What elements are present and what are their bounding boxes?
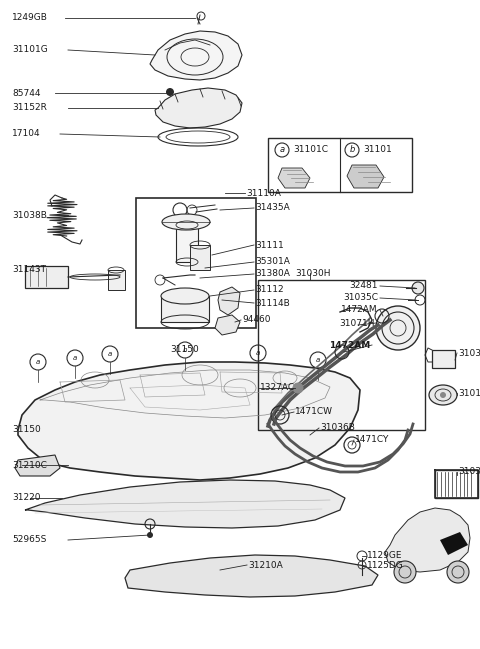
Bar <box>258 280 425 430</box>
Text: 31114B: 31114B <box>255 299 290 308</box>
Text: 31071H: 31071H <box>339 319 375 328</box>
Text: 1125DG: 1125DG <box>367 561 404 570</box>
Bar <box>108 270 125 290</box>
Text: 31110A: 31110A <box>246 188 281 197</box>
Bar <box>268 138 412 192</box>
Text: a: a <box>316 357 320 363</box>
Text: 31035C: 31035C <box>343 293 378 302</box>
Text: b: b <box>183 347 187 353</box>
Circle shape <box>293 383 303 393</box>
Text: 31150: 31150 <box>12 426 41 434</box>
Ellipse shape <box>161 288 209 304</box>
Circle shape <box>412 282 424 294</box>
Text: 31112: 31112 <box>255 286 284 295</box>
Bar <box>136 198 256 328</box>
Text: 1129GE: 1129GE <box>367 552 403 561</box>
Polygon shape <box>278 168 310 188</box>
Text: 31210A: 31210A <box>248 561 283 570</box>
Text: 35301A: 35301A <box>255 258 290 267</box>
Text: 31038: 31038 <box>458 467 480 476</box>
Text: b: b <box>349 145 355 154</box>
Text: 1327AC: 1327AC <box>260 384 295 393</box>
Text: 1471CY: 1471CY <box>355 435 389 445</box>
Bar <box>190 245 210 270</box>
Text: 31380A: 31380A <box>255 269 290 278</box>
Text: 1249GB: 1249GB <box>12 14 48 23</box>
Polygon shape <box>25 480 345 528</box>
Polygon shape <box>150 31 242 80</box>
Text: 52965S: 52965S <box>12 535 47 545</box>
Circle shape <box>147 532 153 538</box>
Ellipse shape <box>429 385 457 405</box>
Text: 31101: 31101 <box>363 145 392 154</box>
Text: 31111: 31111 <box>255 241 284 249</box>
Bar <box>176 225 198 262</box>
Polygon shape <box>385 508 470 572</box>
Polygon shape <box>215 315 240 335</box>
Bar <box>161 296 209 322</box>
Text: a: a <box>73 355 77 361</box>
Text: a: a <box>279 145 285 154</box>
Circle shape <box>166 88 174 96</box>
Text: 31220: 31220 <box>12 493 40 502</box>
Text: 31435A: 31435A <box>255 204 290 212</box>
Text: 1472AM: 1472AM <box>341 306 378 315</box>
Text: a: a <box>36 359 40 365</box>
Polygon shape <box>440 532 468 555</box>
Text: 94460: 94460 <box>242 315 271 324</box>
Text: 1472AM: 1472AM <box>329 341 370 350</box>
Text: 31101G: 31101G <box>12 45 48 55</box>
Bar <box>432 350 455 368</box>
Polygon shape <box>15 455 60 476</box>
Circle shape <box>376 306 420 350</box>
Text: 31036B: 31036B <box>320 424 355 432</box>
Text: 31010: 31010 <box>458 389 480 397</box>
Circle shape <box>447 561 469 583</box>
Text: 31038B: 31038B <box>12 210 47 219</box>
Text: a: a <box>256 350 260 356</box>
Circle shape <box>394 561 416 583</box>
Bar <box>25 266 68 288</box>
Polygon shape <box>347 165 384 188</box>
Polygon shape <box>155 88 242 128</box>
Bar <box>435 470 478 498</box>
Polygon shape <box>125 555 378 597</box>
Text: 1471CW: 1471CW <box>295 408 333 417</box>
Text: 31143T: 31143T <box>12 265 46 275</box>
Polygon shape <box>218 287 240 315</box>
Text: 85744: 85744 <box>12 88 40 97</box>
Text: 32481: 32481 <box>349 282 378 291</box>
Text: 31030H: 31030H <box>295 269 331 278</box>
Text: 31101C: 31101C <box>293 145 328 154</box>
Text: a: a <box>108 351 112 357</box>
Ellipse shape <box>162 214 210 230</box>
Text: 17104: 17104 <box>12 130 41 138</box>
Text: 31152R: 31152R <box>12 103 47 112</box>
Text: 31150: 31150 <box>170 345 199 354</box>
Circle shape <box>440 392 446 398</box>
Polygon shape <box>18 362 360 480</box>
Text: 31039: 31039 <box>458 349 480 358</box>
Text: 31210C: 31210C <box>12 461 47 469</box>
